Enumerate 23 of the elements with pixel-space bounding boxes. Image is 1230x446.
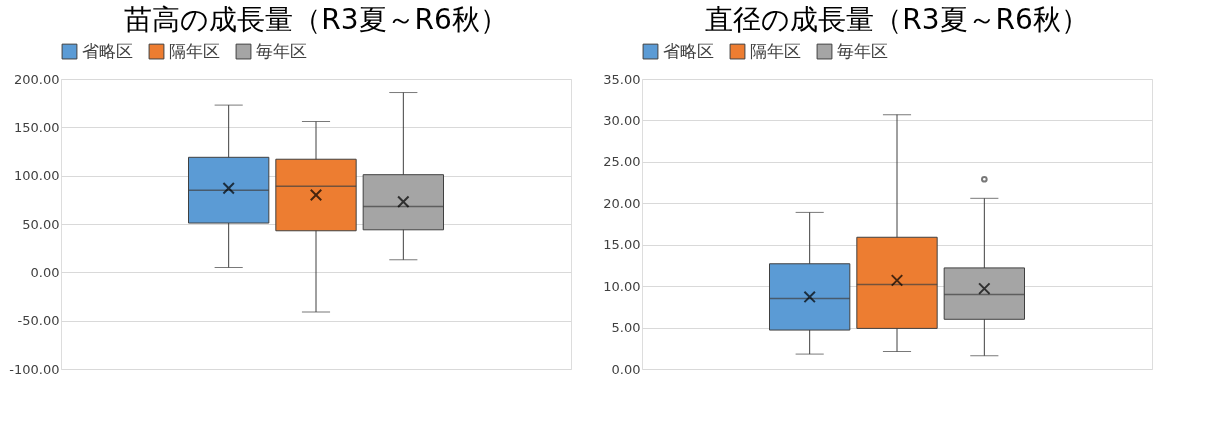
y-tick-label: 0.00 [30, 264, 60, 280]
y-tick-label: -100.00 [9, 361, 60, 377]
y-tick-label: 0.00 [611, 361, 641, 377]
y-tick-label: 30.00 [603, 112, 641, 128]
legend-label: 隔年区 [169, 40, 220, 61]
y-tick-label: -50.00 [17, 313, 60, 329]
legend-label: 隔年区 [750, 40, 801, 61]
y-tick-label: 15.00 [603, 237, 641, 253]
y-tick-label: 100.00 [14, 168, 60, 184]
y-tick-label: 150.00 [14, 119, 60, 135]
legend-label: 省略区 [82, 40, 133, 61]
y-tick-label: 50.00 [22, 216, 60, 232]
chart-title: 苗高の成長量（R3夏～R6秋） [124, 3, 508, 36]
chart-title: 直径の成長量（R3夏～R6秋） [705, 3, 1089, 36]
y-tick-label: 35.00 [603, 71, 641, 87]
y-tick-label: 25.00 [603, 154, 641, 170]
legend-label: 毎年区 [837, 40, 888, 61]
y-tick-label: 5.00 [611, 320, 641, 336]
legend-label: 毎年区 [256, 40, 307, 61]
legend-label: 省略区 [663, 40, 714, 61]
y-tick-label: 20.00 [603, 195, 641, 211]
y-tick-label: 10.00 [603, 278, 641, 294]
y-tick-label: 200.00 [14, 71, 60, 87]
